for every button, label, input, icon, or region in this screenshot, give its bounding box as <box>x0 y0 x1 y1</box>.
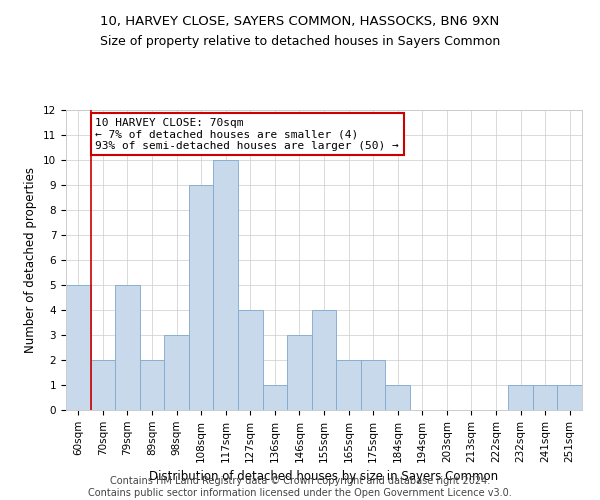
Text: Contains HM Land Registry data © Crown copyright and database right 2024.
Contai: Contains HM Land Registry data © Crown c… <box>88 476 512 498</box>
Text: Size of property relative to detached houses in Sayers Common: Size of property relative to detached ho… <box>100 35 500 48</box>
Bar <box>287 335 312 410</box>
Bar <box>115 285 140 410</box>
Bar <box>189 185 214 410</box>
Bar <box>91 360 115 410</box>
Bar <box>533 385 557 410</box>
Bar <box>238 310 263 410</box>
Bar <box>66 285 91 410</box>
Bar <box>336 360 361 410</box>
X-axis label: Distribution of detached houses by size in Sayers Common: Distribution of detached houses by size … <box>149 470 499 483</box>
Bar <box>312 310 336 410</box>
Text: 10, HARVEY CLOSE, SAYERS COMMON, HASSOCKS, BN6 9XN: 10, HARVEY CLOSE, SAYERS COMMON, HASSOCK… <box>100 15 500 28</box>
Bar <box>557 385 582 410</box>
Bar <box>508 385 533 410</box>
Bar <box>263 385 287 410</box>
Bar <box>164 335 189 410</box>
Bar <box>214 160 238 410</box>
Text: 10 HARVEY CLOSE: 70sqm
← 7% of detached houses are smaller (4)
93% of semi-detac: 10 HARVEY CLOSE: 70sqm ← 7% of detached … <box>95 118 399 150</box>
Bar <box>385 385 410 410</box>
Bar <box>140 360 164 410</box>
Y-axis label: Number of detached properties: Number of detached properties <box>25 167 37 353</box>
Bar <box>361 360 385 410</box>
